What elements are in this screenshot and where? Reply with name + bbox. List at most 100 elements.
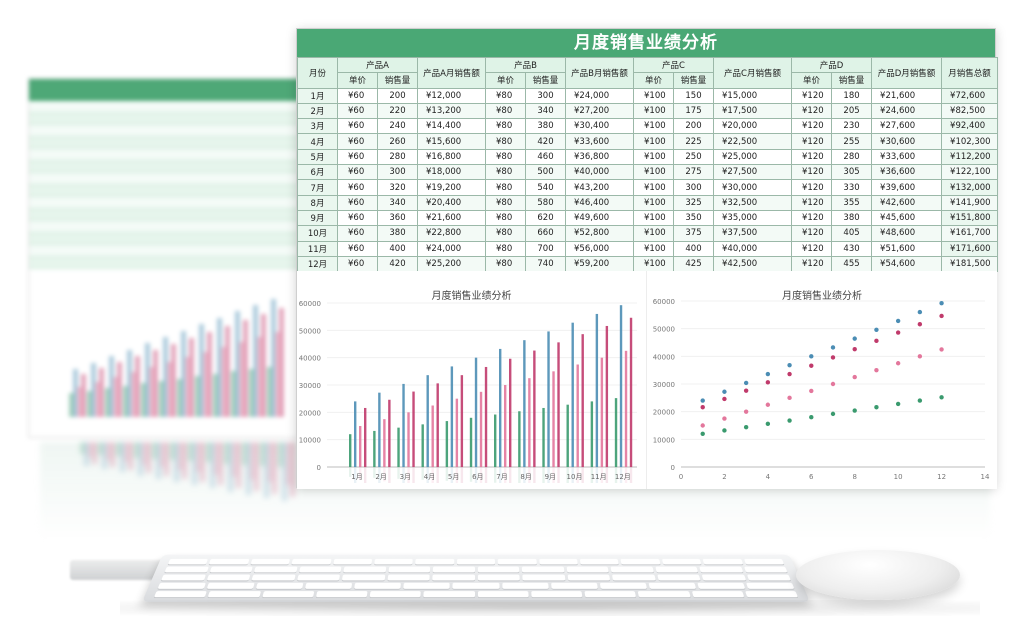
cell-volume-c[interactable]: 350 (674, 210, 714, 225)
cell-unit-price-c[interactable]: ¥100 (634, 180, 674, 195)
cell-unit-price-b[interactable]: ¥80 (486, 256, 526, 271)
cell-volume-c[interactable]: 375 (674, 226, 714, 241)
cell-total[interactable]: ¥151,800 (942, 210, 998, 225)
cell-unit-price-c[interactable]: ¥100 (634, 134, 674, 149)
cell-volume-a[interactable]: 320 (378, 180, 418, 195)
cell-volume-a[interactable]: 380 (378, 226, 418, 241)
cell-sales-a[interactable]: ¥14,400 (418, 119, 486, 134)
cell-unit-price-b[interactable]: ¥80 (486, 134, 526, 149)
cell-unit-price-c[interactable]: ¥100 (634, 88, 674, 103)
header-month[interactable]: 月份 (298, 58, 338, 89)
cell-volume-c[interactable]: 250 (674, 149, 714, 164)
cell-volume-b[interactable]: 340 (526, 103, 566, 118)
cell-unit-price-c[interactable]: ¥100 (634, 241, 674, 256)
cell-unit-price-d[interactable]: ¥120 (792, 119, 832, 134)
cell-total[interactable]: ¥112,200 (942, 149, 998, 164)
cell-total[interactable]: ¥181,500 (942, 256, 998, 271)
cell-unit-price-d[interactable]: ¥120 (792, 165, 832, 180)
cell-unit-price-a[interactable]: ¥60 (338, 103, 378, 118)
cell-volume-a[interactable]: 220 (378, 103, 418, 118)
cell-unit-price-a[interactable]: ¥60 (338, 134, 378, 149)
cell-volume-d[interactable]: 355 (832, 195, 872, 210)
header-volume-a[interactable]: 销售量 (378, 73, 418, 88)
cell-total[interactable]: ¥161,700 (942, 226, 998, 241)
header-total[interactable]: 月销售总额 (942, 58, 998, 89)
cell-unit-price-d[interactable]: ¥120 (792, 241, 832, 256)
cell-sales-c[interactable]: ¥20,000 (714, 119, 792, 134)
cell-sales-d[interactable]: ¥51,600 (872, 241, 942, 256)
cell-sales-c[interactable]: ¥22,500 (714, 134, 792, 149)
cell-volume-a[interactable]: 240 (378, 119, 418, 134)
header-product-b[interactable]: 产品B (486, 58, 566, 73)
cell-unit-price-c[interactable]: ¥100 (634, 210, 674, 225)
cell-volume-a[interactable]: 300 (378, 165, 418, 180)
header-unit-price-d[interactable]: 单价 (792, 73, 832, 88)
cell-sales-b[interactable]: ¥43,200 (566, 180, 634, 195)
cell-volume-c[interactable]: 225 (674, 134, 714, 149)
cell-volume-b[interactable]: 660 (526, 226, 566, 241)
cell-month[interactable]: 3月 (298, 119, 338, 134)
cell-unit-price-a[interactable]: ¥60 (338, 149, 378, 164)
cell-sales-b[interactable]: ¥36,800 (566, 149, 634, 164)
cell-month[interactable]: 8月 (298, 195, 338, 210)
cell-sales-c[interactable]: ¥42,500 (714, 256, 792, 271)
cell-unit-price-a[interactable]: ¥60 (338, 226, 378, 241)
cell-volume-d[interactable]: 380 (832, 210, 872, 225)
cell-unit-price-d[interactable]: ¥120 (792, 210, 832, 225)
header-volume-b[interactable]: 销售量 (526, 73, 566, 88)
cell-month[interactable]: 11月 (298, 241, 338, 256)
cell-unit-price-d[interactable]: ¥120 (792, 226, 832, 241)
cell-total[interactable]: ¥141,900 (942, 195, 998, 210)
cell-sales-d[interactable]: ¥42,600 (872, 195, 942, 210)
cell-volume-b[interactable]: 300 (526, 88, 566, 103)
cell-volume-a[interactable]: 400 (378, 241, 418, 256)
cell-unit-price-d[interactable]: ¥120 (792, 195, 832, 210)
cell-volume-b[interactable]: 620 (526, 210, 566, 225)
cell-sales-b[interactable]: ¥46,400 (566, 195, 634, 210)
cell-month[interactable]: 7月 (298, 180, 338, 195)
header-product-a[interactable]: 产品A (338, 58, 418, 73)
cell-volume-d[interactable]: 255 (832, 134, 872, 149)
header-product-d[interactable]: 产品D (792, 58, 872, 73)
cell-unit-price-a[interactable]: ¥60 (338, 256, 378, 271)
cell-volume-b[interactable]: 580 (526, 195, 566, 210)
cell-volume-c[interactable]: 175 (674, 103, 714, 118)
cell-volume-c[interactable]: 400 (674, 241, 714, 256)
cell-unit-price-a[interactable]: ¥60 (338, 241, 378, 256)
cell-unit-price-c[interactable]: ¥100 (634, 165, 674, 180)
cell-unit-price-a[interactable]: ¥60 (338, 180, 378, 195)
cell-unit-price-b[interactable]: ¥80 (486, 195, 526, 210)
cell-volume-c[interactable]: 275 (674, 165, 714, 180)
cell-unit-price-d[interactable]: ¥120 (792, 88, 832, 103)
cell-unit-price-c[interactable]: ¥100 (634, 103, 674, 118)
cell-volume-a[interactable]: 420 (378, 256, 418, 271)
cell-sales-a[interactable]: ¥24,000 (418, 241, 486, 256)
cell-sales-d[interactable]: ¥24,600 (872, 103, 942, 118)
cell-unit-price-c[interactable]: ¥100 (634, 226, 674, 241)
cell-unit-price-a[interactable]: ¥60 (338, 88, 378, 103)
cell-sales-c[interactable]: ¥35,000 (714, 210, 792, 225)
cell-unit-price-b[interactable]: ¥80 (486, 241, 526, 256)
header-sales-c[interactable]: 产品C月销售额 (714, 58, 792, 89)
cell-unit-price-d[interactable]: ¥120 (792, 103, 832, 118)
cell-sales-d[interactable]: ¥21,600 (872, 88, 942, 103)
cell-volume-a[interactable]: 340 (378, 195, 418, 210)
cell-total[interactable]: ¥132,000 (942, 180, 998, 195)
cell-sales-b[interactable]: ¥49,600 (566, 210, 634, 225)
header-volume-c[interactable]: 销售量 (674, 73, 714, 88)
cell-month[interactable]: 1月 (298, 88, 338, 103)
cell-sales-d[interactable]: ¥36,600 (872, 165, 942, 180)
cell-sales-d[interactable]: ¥27,600 (872, 119, 942, 134)
cell-sales-c[interactable]: ¥37,500 (714, 226, 792, 241)
cell-sales-b[interactable]: ¥33,600 (566, 134, 634, 149)
cell-volume-d[interactable]: 430 (832, 241, 872, 256)
cell-volume-d[interactable]: 180 (832, 88, 872, 103)
cell-sales-c[interactable]: ¥25,000 (714, 149, 792, 164)
header-unit-price-b[interactable]: 单价 (486, 73, 526, 88)
cell-unit-price-a[interactable]: ¥60 (338, 195, 378, 210)
cell-volume-b[interactable]: 740 (526, 256, 566, 271)
header-sales-a[interactable]: 产品A月销售额 (418, 58, 486, 89)
cell-sales-a[interactable]: ¥13,200 (418, 103, 486, 118)
cell-sales-c[interactable]: ¥17,500 (714, 103, 792, 118)
cell-volume-d[interactable]: 405 (832, 226, 872, 241)
